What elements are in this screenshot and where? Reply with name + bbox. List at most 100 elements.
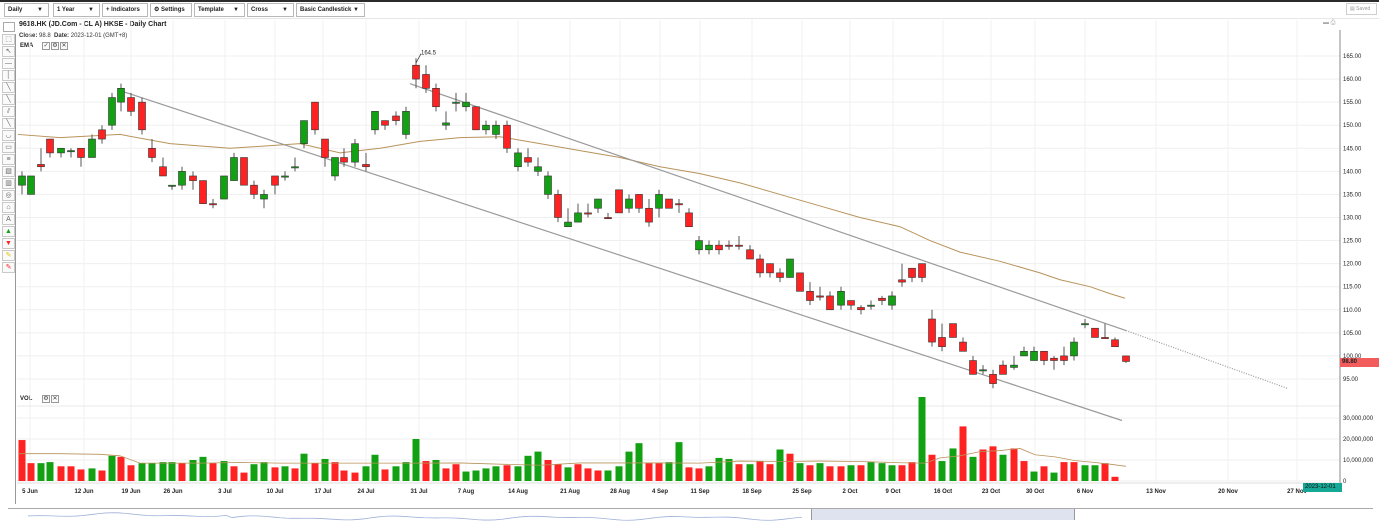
svg-text:115.00: 115.00 bbox=[1343, 285, 1362, 291]
svg-text:140.00: 140.00 bbox=[1343, 169, 1362, 175]
cursor-select[interactable]: Cross ▼ bbox=[247, 3, 294, 17]
drawing-tool-icon[interactable]: ▭ bbox=[2, 142, 15, 153]
svg-text:125.00: 125.00 bbox=[1343, 239, 1362, 245]
last-price-tag: 98.80 bbox=[1340, 358, 1379, 367]
drawing-tool-icon[interactable]: ⫽ bbox=[2, 106, 15, 117]
image-icon[interactable]: ▬ bbox=[1323, 20, 1329, 26]
print-icon[interactable]: ⎙ bbox=[1330, 20, 1336, 26]
drawing-tool-icon[interactable]: ╲ bbox=[2, 94, 15, 105]
svg-text:30 Oct: 30 Oct bbox=[1026, 489, 1044, 495]
svg-text:164.5: 164.5 bbox=[421, 51, 437, 57]
chevron-down-icon: ▼ bbox=[282, 7, 288, 13]
ema-controls: ✓ ⚙ ✕ bbox=[42, 42, 69, 50]
svg-text:31 Jul: 31 Jul bbox=[410, 489, 427, 495]
close-info: Close: 98.8 Date: 2023-12-01 (GMT+8) bbox=[19, 33, 127, 39]
chevron-down-icon: ▼ bbox=[233, 7, 239, 13]
drawing-tool-icon[interactable]: ≡ bbox=[2, 154, 15, 165]
close-icon[interactable]: ✕ bbox=[51, 395, 59, 403]
svg-text:18 Sep: 18 Sep bbox=[742, 489, 762, 495]
drawing-tool-icon[interactable]: A bbox=[2, 214, 15, 225]
svg-text:23 Oct: 23 Oct bbox=[982, 489, 1000, 495]
svg-text:95.00: 95.00 bbox=[1343, 377, 1359, 383]
svg-text:3 Jul: 3 Jul bbox=[218, 489, 232, 495]
close-icon[interactable]: ✕ bbox=[60, 42, 68, 50]
svg-text:135.00: 135.00 bbox=[1343, 192, 1362, 198]
ema-indicator-label: EMA bbox=[20, 43, 34, 49]
drawing-tool-icon[interactable]: ▧ bbox=[2, 166, 15, 177]
close-value: 98.8 bbox=[39, 33, 51, 39]
drawing-tool-icon[interactable]: ╲ bbox=[2, 118, 15, 129]
drawing-tool-icon[interactable]: ▼ bbox=[2, 238, 15, 249]
svg-text:5 Jun: 5 Jun bbox=[22, 489, 38, 495]
range-navigator[interactable] bbox=[8, 508, 1373, 521]
svg-text:21 Aug: 21 Aug bbox=[560, 489, 580, 495]
svg-text:145.00: 145.00 bbox=[1343, 146, 1362, 152]
svg-text:19 Jun: 19 Jun bbox=[121, 489, 140, 495]
date-label: Date: bbox=[54, 33, 70, 39]
expand-icon[interactable] bbox=[3, 22, 15, 32]
chart-type-select[interactable]: Basic Candlestick ▼ bbox=[296, 3, 365, 17]
drawing-tool-icon[interactable]: ↖ bbox=[2, 46, 15, 57]
drawing-tool-icon[interactable]: ▥ bbox=[2, 178, 15, 189]
svg-text:30,000,000: 30,000,000 bbox=[1343, 416, 1374, 422]
period-select[interactable]: Daily ▼ bbox=[4, 3, 49, 17]
svg-text:160.00: 160.00 bbox=[1343, 77, 1362, 83]
range-select[interactable]: 1 Year ▼ bbox=[53, 3, 100, 17]
navigator-window[interactable] bbox=[811, 509, 1075, 520]
svg-text:14 Aug: 14 Aug bbox=[508, 489, 528, 495]
chevron-down-icon: ▼ bbox=[353, 7, 359, 13]
svg-text:13 Nov: 13 Nov bbox=[1146, 489, 1166, 495]
chevron-down-icon: ▼ bbox=[37, 7, 43, 13]
drawing-tool-icon[interactable]: ⬚ bbox=[2, 34, 15, 45]
svg-text:2 Oct: 2 Oct bbox=[842, 489, 857, 495]
indicators-button[interactable]: + Indicators bbox=[102, 3, 148, 17]
svg-text:27 Nov: 27 Nov bbox=[1287, 489, 1307, 495]
svg-text:4 Sep: 4 Sep bbox=[652, 489, 668, 495]
drawing-tool-icon[interactable]: — bbox=[2, 58, 15, 69]
drawing-tool-icon[interactable]: ◎ bbox=[2, 190, 15, 201]
chart-corner-icons: ▬ ⎙ bbox=[1323, 20, 1335, 27]
drawing-tool-icon[interactable]: ╲ bbox=[2, 82, 15, 93]
svg-text:16 Oct: 16 Oct bbox=[934, 489, 952, 495]
template-select[interactable]: Template ▼ bbox=[194, 3, 245, 17]
svg-text:28 Aug: 28 Aug bbox=[610, 489, 630, 495]
drawing-tool-icon[interactable]: ◡ bbox=[2, 130, 15, 141]
crosshair-date-tag: 2023-12-01 bbox=[1303, 483, 1342, 492]
drawing-tool-icon[interactable]: │ bbox=[2, 70, 15, 81]
gear-icon[interactable]: ⚙ bbox=[51, 42, 59, 50]
svg-text:17 Jul: 17 Jul bbox=[314, 489, 331, 495]
check-icon[interactable]: ✓ bbox=[42, 42, 50, 50]
svg-text:155.00: 155.00 bbox=[1343, 100, 1362, 106]
svg-text:150.00: 150.00 bbox=[1343, 123, 1362, 129]
navigator-sparkline bbox=[27, 512, 803, 521]
drawing-tool-icon[interactable]: ▲ bbox=[2, 226, 15, 237]
volume-indicator-label: VOL bbox=[20, 396, 33, 402]
svg-text:12 Jun: 12 Jun bbox=[74, 489, 93, 495]
template-value: Template bbox=[198, 7, 224, 13]
cursor-value: Cross bbox=[251, 7, 269, 13]
svg-text:20 Nov: 20 Nov bbox=[1218, 489, 1238, 495]
svg-text:10,000,000: 10,000,000 bbox=[1343, 458, 1374, 464]
svg-text:105.00: 105.00 bbox=[1343, 331, 1362, 337]
timezone: (GMT+8) bbox=[103, 33, 128, 39]
close-label: Close: bbox=[19, 33, 38, 39]
drawing-tool-icon[interactable]: ✎ bbox=[2, 250, 15, 261]
svg-text:11 Sep: 11 Sep bbox=[690, 489, 709, 495]
drawing-tools-sidebar: ⬚ ↖ — │ ╲ ╲ ⫽ ╲ ◡ ▭ ≡ ▧ ▥ ◎ ⌂ A ▲ ▼ ✎ ✎ bbox=[0, 34, 16, 504]
chart-type-value: Basic Candlestick bbox=[300, 7, 352, 13]
drawing-tool-icon[interactable]: ✎ bbox=[2, 262, 15, 273]
svg-text:24 Jul: 24 Jul bbox=[357, 489, 374, 495]
period-value: Daily bbox=[8, 7, 23, 13]
saved-button[interactable]: ▤ Saved bbox=[1346, 3, 1377, 15]
gear-icon[interactable]: ⚙ bbox=[42, 395, 50, 403]
volume-controls: ⚙ ✕ bbox=[42, 395, 60, 403]
chart-title: 9618.HK (JD.Com - CL A) HKSE - Daily Cha… bbox=[19, 21, 167, 28]
drawing-tool-icon[interactable]: ⌂ bbox=[2, 202, 15, 213]
svg-text:26 Jun: 26 Jun bbox=[163, 489, 182, 495]
settings-button[interactable]: ⚙ Settings bbox=[150, 3, 192, 17]
date-value: 2023-12-01 bbox=[70, 33, 102, 39]
svg-text:110.00: 110.00 bbox=[1343, 308, 1362, 314]
range-value: 1 Year bbox=[57, 7, 75, 13]
svg-text:120.00: 120.00 bbox=[1343, 262, 1362, 268]
